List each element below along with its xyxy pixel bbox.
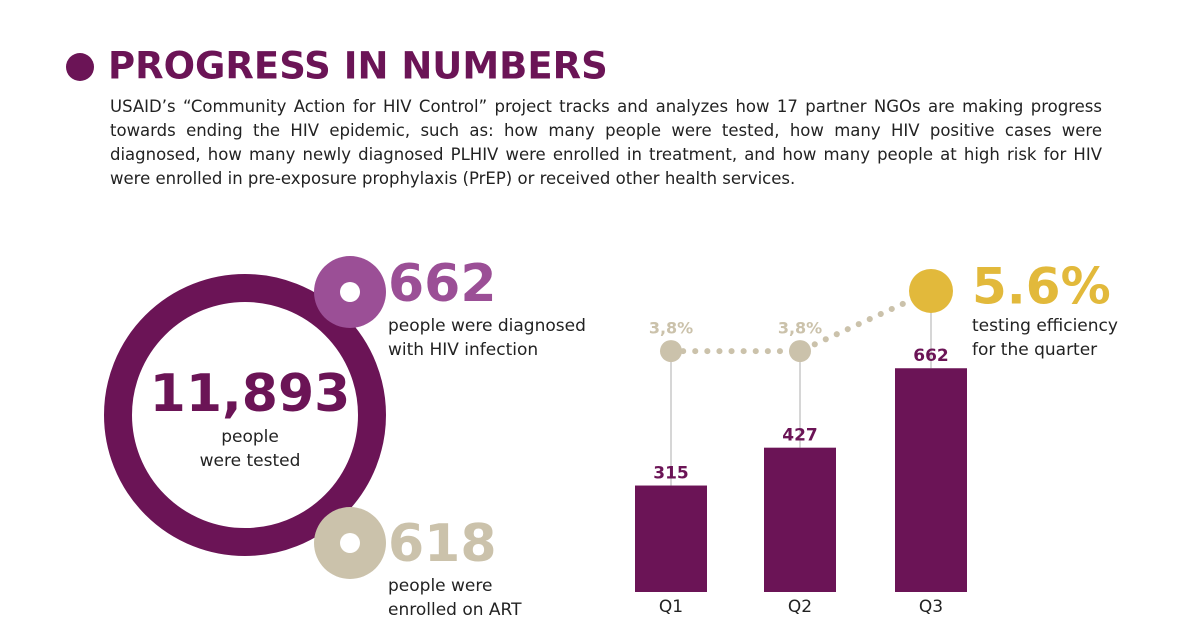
enrolled-value: 618 (388, 514, 497, 574)
line-label: 3,8% (649, 319, 693, 338)
title: PROGRESS IN NUMBERS (108, 45, 608, 88)
line-label: 3,8% (778, 319, 822, 338)
tested-value: 11,893 (150, 364, 351, 424)
tested-label: were tested (200, 451, 301, 471)
bar-label: 315 (653, 464, 689, 484)
x-tick-label: Q2 (788, 597, 812, 617)
intro-text: USAID’s “Community Action for HIV Contro… (110, 97, 1102, 188)
line-label: 5.6% (972, 258, 1111, 316)
bar (895, 368, 967, 592)
enrolled-label: enrolled on ART (388, 600, 522, 620)
bar (635, 485, 707, 592)
x-tick-label: Q3 (919, 597, 943, 617)
annotation: testing efficiency (972, 316, 1118, 336)
annotation: for the quarter (972, 340, 1097, 360)
line-point (789, 340, 811, 363)
x-tick-label: Q1 (659, 597, 683, 617)
enrolled-label: people were (388, 576, 492, 596)
bar-label: 427 (782, 426, 818, 446)
badge-dot (340, 533, 360, 553)
bar-label: 662 (913, 346, 949, 366)
badge-dot (340, 282, 360, 302)
tested-label: people (221, 427, 279, 447)
diagnosed-label: people were diagnosed (388, 316, 586, 336)
title-bullet (66, 53, 94, 81)
line-point (909, 268, 953, 313)
ring (104, 274, 386, 556)
line-point (660, 340, 682, 363)
bar (764, 447, 836, 592)
diagnosed-label: with HIV infection (388, 340, 538, 360)
diagnosed-value: 662 (388, 254, 497, 314)
